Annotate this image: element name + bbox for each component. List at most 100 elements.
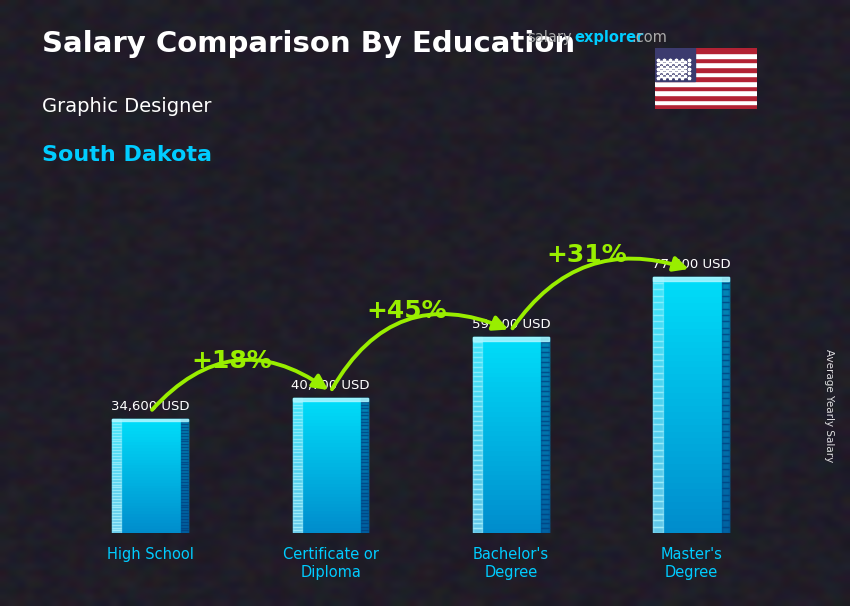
Text: +31%: +31% [547,242,627,267]
Bar [722,444,729,450]
Bar [361,449,368,452]
Bar [473,416,549,421]
Bar [112,464,122,467]
Bar [473,494,482,499]
Bar [112,490,122,493]
Bar [361,415,368,419]
Bar [654,341,662,347]
Bar [473,391,549,396]
Bar [292,415,368,419]
Bar [473,338,549,341]
Bar [292,499,302,503]
Bar [473,406,482,411]
Bar [473,430,482,435]
Text: 59,100 USD: 59,100 USD [472,318,550,331]
Bar [112,493,122,496]
Bar [541,519,549,524]
Bar [654,437,662,444]
Bar [292,516,368,520]
Bar [654,385,729,392]
Bar [722,405,729,411]
Bar [292,510,368,513]
Bar [722,482,729,488]
Bar [292,435,368,439]
Bar [654,76,756,81]
Bar [292,459,302,462]
Text: .com: .com [632,30,667,45]
Bar [180,490,188,493]
Bar [473,338,482,342]
Bar [473,435,549,440]
Bar [473,367,482,371]
Bar [654,104,756,109]
Text: Graphic Designer: Graphic Designer [42,97,212,116]
Bar [112,456,122,459]
Bar [361,486,368,490]
Bar [722,494,729,501]
Bar [292,506,302,510]
Bar [473,460,482,465]
Bar [180,496,188,499]
Bar [541,484,549,489]
Bar [541,367,549,371]
Bar [654,462,662,469]
Bar [112,505,122,507]
Bar [654,385,662,392]
Bar [112,470,122,473]
Bar [473,430,549,435]
Bar [292,496,368,499]
Bar [292,432,302,435]
Bar [654,392,662,399]
Bar [361,462,368,466]
Bar [722,469,729,476]
Bar [541,465,549,470]
Bar [361,442,368,445]
Bar [541,504,549,509]
Bar [361,428,368,432]
Bar [361,510,368,513]
Bar [473,450,482,455]
Bar [654,360,729,367]
Bar [473,406,549,411]
Bar [292,459,368,462]
Bar [361,527,368,530]
Bar [292,493,368,496]
Bar [722,302,729,308]
Bar [361,398,368,402]
Bar [292,482,302,486]
Bar [473,519,482,524]
Bar [473,440,482,445]
Bar [112,482,188,485]
Bar [361,408,368,411]
Bar [112,462,188,464]
Bar [473,381,482,386]
Bar [654,367,662,373]
Bar [654,379,729,385]
Bar [473,504,482,509]
Bar [654,58,756,62]
Bar [112,528,122,530]
Bar [180,444,188,447]
Bar [292,456,368,459]
Bar [473,396,482,401]
Bar [112,456,188,459]
Bar [292,435,302,439]
Bar [112,496,188,499]
Bar [361,469,368,473]
Bar [180,424,188,427]
Bar [292,473,302,476]
Bar [722,411,729,418]
Bar [654,450,662,456]
Bar [654,276,662,283]
Bar [292,479,368,482]
Bar [722,276,729,283]
Bar [473,494,549,499]
Bar [292,462,368,466]
Bar [112,441,122,444]
Bar [541,450,549,455]
Bar [361,523,368,527]
Bar [180,462,188,464]
Text: +45%: +45% [366,299,446,323]
Bar [654,335,662,341]
Bar [654,379,662,385]
